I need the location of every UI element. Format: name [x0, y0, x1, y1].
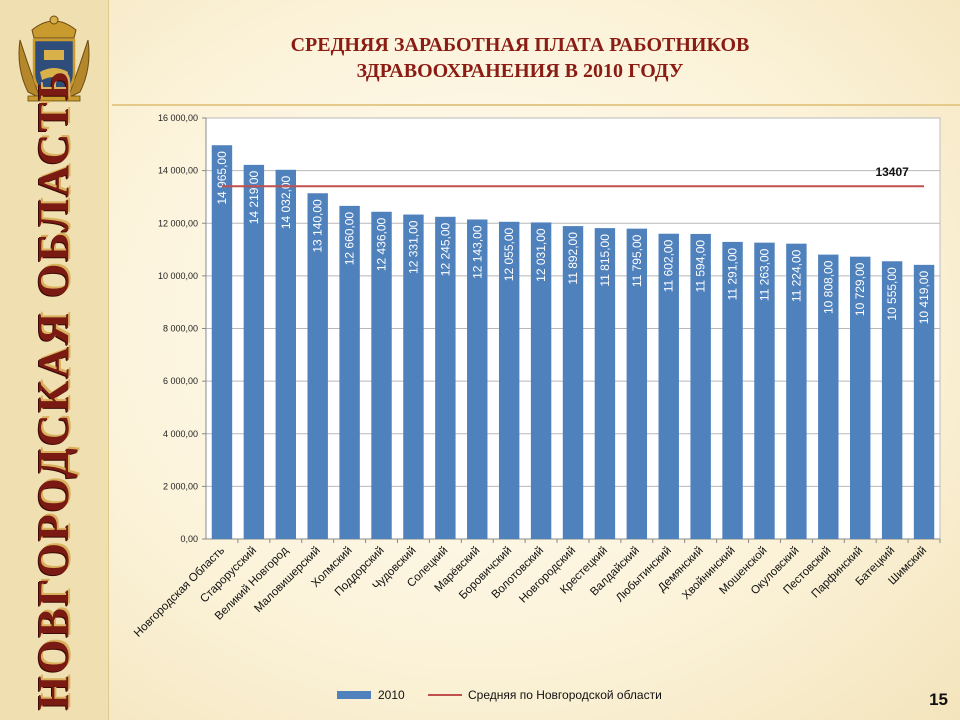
data-label: 12 245,00: [438, 222, 452, 276]
y-tick-label: 0,00: [180, 534, 198, 544]
bar: [850, 256, 871, 539]
y-tick-label: 14 000,00: [158, 166, 198, 176]
bar: [722, 241, 743, 539]
data-label: 10 419,00: [917, 271, 931, 325]
bar: [498, 221, 520, 540]
data-label: 14 219,00: [247, 171, 261, 225]
data-label: 12 031,00: [534, 228, 548, 282]
data-label: 13 140,00: [311, 199, 325, 253]
data-label: 10 808,00: [821, 260, 835, 314]
legend-swatch-2010: [337, 691, 371, 699]
legend-label-2010: 2010: [378, 688, 405, 702]
slide-title: СРЕДНЯЯ ЗАРАБОТНАЯ ПЛАТА РАБОТНИКОВ ЗДРА…: [200, 32, 840, 84]
page-number: 15: [929, 690, 948, 709]
bar: [754, 242, 775, 539]
data-label: 12 436,00: [375, 217, 389, 271]
data-label: 12 331,00: [406, 220, 420, 274]
bar: [658, 233, 679, 539]
data-label: 12 055,00: [502, 227, 516, 281]
bar: [913, 264, 935, 539]
data-label: 14 032,00: [279, 175, 293, 229]
bar: [403, 214, 424, 539]
bar: [339, 205, 360, 539]
category-label: Старорусский: [198, 545, 259, 606]
title-divider: [112, 104, 960, 106]
y-tick-label: 12 000,00: [158, 218, 198, 228]
bar: [594, 228, 616, 540]
bar: [371, 211, 392, 539]
bar: [435, 216, 456, 539]
data-label: 11 815,00: [598, 234, 612, 287]
slide-title-line-1: СРЕДНЯЯ ЗАРАБОТНАЯ ПЛАТА РАБОТНИКОВ: [290, 34, 750, 56]
y-tick-label: 10 000,00: [158, 271, 198, 281]
data-label: 11 892,00: [566, 232, 580, 285]
data-label: 11 594,00: [694, 240, 708, 293]
data-label: 11 224,00: [789, 249, 803, 302]
data-label: 11 602,00: [662, 239, 676, 292]
sidebar: НОВГОРОДСКАЯ ОБЛАСТЬ: [0, 0, 109, 720]
bar: [626, 228, 648, 539]
category-label: Новгородский: [517, 545, 578, 606]
data-label: 11 263,00: [757, 248, 771, 301]
data-label: 12 660,00: [343, 212, 357, 266]
data-label: 11 795,00: [630, 234, 644, 287]
data-label: 12 143,00: [470, 225, 484, 279]
y-tick-label: 6 000,00: [163, 376, 198, 386]
data-label: 11 291,00: [726, 248, 740, 301]
y-tick-label: 2 000,00: [163, 481, 198, 491]
data-label: 10 729,00: [853, 262, 867, 316]
bar: [786, 243, 807, 539]
legend-label-average: Средняя по Новгородской области: [468, 688, 662, 702]
region-title: НОВГОРОДСКАЯ ОБЛАСТЬ: [29, 69, 78, 710]
data-label: 14 965,00: [215, 151, 229, 205]
bar-chart: 0,00 2 000,00 4 000,00 6 000,00 8 000,00 10 0…: [132, 113, 941, 702]
bar: [467, 219, 488, 539]
bar: [562, 226, 584, 540]
y-tick-label: 4 000,00: [163, 429, 198, 439]
slide-title-line-2: ЗДРАВООХРАНЕНИЯ В 2010 ГОДУ: [356, 60, 684, 82]
bar: [211, 145, 233, 539]
y-tick-label: 8 000,00: [163, 324, 198, 334]
bar: [690, 233, 711, 540]
bar: [818, 254, 839, 539]
data-label: 10 555,00: [885, 267, 899, 321]
category-label: Любытинский: [614, 545, 674, 605]
y-tick-label: 16 000,00: [158, 113, 198, 123]
bar: [530, 222, 552, 539]
average-line-label: 13407: [875, 165, 909, 179]
coat-of-arms-icon: [18, 15, 90, 102]
bar: [881, 261, 903, 539]
bar: [307, 193, 328, 539]
bar: [275, 169, 296, 539]
bar: [243, 164, 265, 540]
